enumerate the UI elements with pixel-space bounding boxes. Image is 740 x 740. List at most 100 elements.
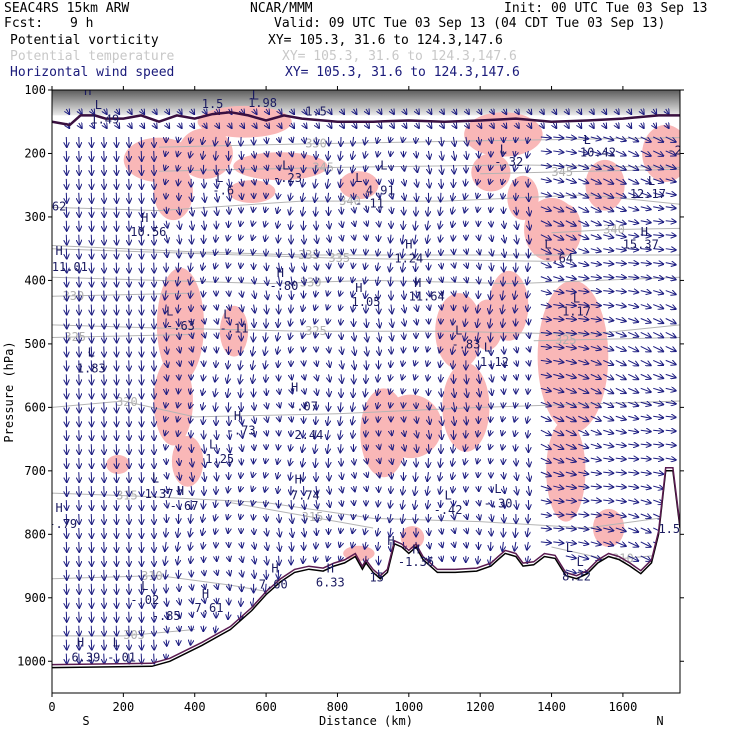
wind-vector xyxy=(590,277,601,278)
wind-vector xyxy=(528,220,529,230)
isentrope-label: 315 xyxy=(116,489,138,503)
wind-vector xyxy=(202,262,203,270)
wind-vector xyxy=(365,402,366,409)
wind-vector xyxy=(590,235,601,239)
wind-vector xyxy=(227,388,228,397)
wind-vector xyxy=(366,193,367,198)
wind-vector xyxy=(553,360,563,362)
wind-vector xyxy=(165,304,166,314)
wind-vector xyxy=(528,332,529,337)
wind-vector xyxy=(104,248,105,259)
wind-vector xyxy=(278,360,279,367)
wind-vector xyxy=(66,206,67,217)
pv-high-marker: H xyxy=(234,409,241,423)
wind-vector xyxy=(603,346,613,350)
wind-vector xyxy=(154,639,155,650)
wind-vector xyxy=(66,472,67,482)
wind-vector xyxy=(565,305,576,306)
wind-vector xyxy=(154,374,155,384)
wind-vector xyxy=(427,220,428,230)
wind-vector xyxy=(91,500,92,510)
wind-vector xyxy=(665,179,676,182)
pv-high-marker: H xyxy=(177,484,184,498)
wind-vector xyxy=(66,402,67,412)
wind-vector xyxy=(465,304,466,312)
wind-vector xyxy=(129,290,130,301)
wind-vector xyxy=(354,221,355,226)
pv-positive-area xyxy=(171,435,204,487)
wind-vector xyxy=(540,277,551,281)
wind-vector xyxy=(415,262,416,271)
wind-vector xyxy=(79,332,80,342)
wind-vector xyxy=(254,444,255,450)
wind-vector xyxy=(553,137,563,138)
wind-vector xyxy=(141,639,142,650)
wind-vector xyxy=(528,360,529,365)
wind-vector xyxy=(389,513,390,522)
wind-vector xyxy=(154,430,155,440)
wind-vector xyxy=(366,318,367,328)
wind-vector xyxy=(241,444,242,451)
wind-vector xyxy=(489,179,490,184)
wind-vector xyxy=(465,444,466,451)
wind-vector xyxy=(154,234,155,245)
wind-vector xyxy=(453,263,454,268)
wind-vector xyxy=(190,136,191,143)
wind-vector xyxy=(279,165,280,170)
wind-vector xyxy=(229,583,230,590)
wind-vector xyxy=(565,234,576,240)
wind-vector xyxy=(390,234,391,243)
wind-vector xyxy=(453,556,454,561)
wind-vector xyxy=(478,235,479,240)
wind-vector xyxy=(354,500,355,505)
wind-vector xyxy=(178,527,179,537)
wind-vector xyxy=(628,193,638,197)
wind-vector xyxy=(603,359,613,364)
wind-vector xyxy=(327,416,328,425)
wind-vector xyxy=(665,304,676,309)
wind-vector xyxy=(315,332,316,337)
wind-vector xyxy=(315,206,316,216)
wind-vector xyxy=(228,402,229,411)
wind-vector xyxy=(628,332,638,336)
wind-vector xyxy=(527,541,528,550)
wind-vector xyxy=(316,360,317,365)
wind-vector xyxy=(590,206,601,212)
wind-vector xyxy=(439,472,440,480)
wind-vector xyxy=(141,472,142,482)
wind-vector xyxy=(204,220,205,230)
pv-positive-area xyxy=(360,388,408,478)
wind-vector xyxy=(615,207,626,211)
wind-vector xyxy=(91,192,92,203)
wind-vector xyxy=(303,304,304,312)
pv-high-marker: H xyxy=(291,381,298,395)
pv-value-label: 62 xyxy=(52,200,66,214)
wind-vector xyxy=(628,249,638,250)
wind-vector xyxy=(578,178,588,183)
wind-vector xyxy=(365,388,366,396)
wind-vector xyxy=(79,639,80,650)
wind-vector xyxy=(165,430,166,435)
wind-vector xyxy=(403,290,404,299)
wind-vector xyxy=(154,178,155,189)
wind-vector xyxy=(129,109,132,114)
wind-vector xyxy=(528,486,529,495)
pv-high-marker: H xyxy=(412,542,419,556)
wind-vector xyxy=(640,332,651,337)
wind-vector xyxy=(603,109,606,114)
wind-vector xyxy=(166,248,167,257)
wind-vector xyxy=(452,472,453,479)
wind-vector xyxy=(590,360,601,364)
wind-vector xyxy=(341,472,342,479)
isentrope-line xyxy=(52,333,195,338)
wind-vector xyxy=(665,458,676,460)
pv-low-marker: L xyxy=(282,158,289,172)
y-tick-label: 400 xyxy=(24,273,46,287)
wind-vector xyxy=(590,263,601,265)
wind-vector xyxy=(252,235,253,240)
wind-vector xyxy=(640,458,651,459)
wind-vector xyxy=(352,528,353,533)
wind-vector xyxy=(341,249,342,254)
wind-vector xyxy=(653,486,663,489)
wind-vector xyxy=(141,109,144,114)
